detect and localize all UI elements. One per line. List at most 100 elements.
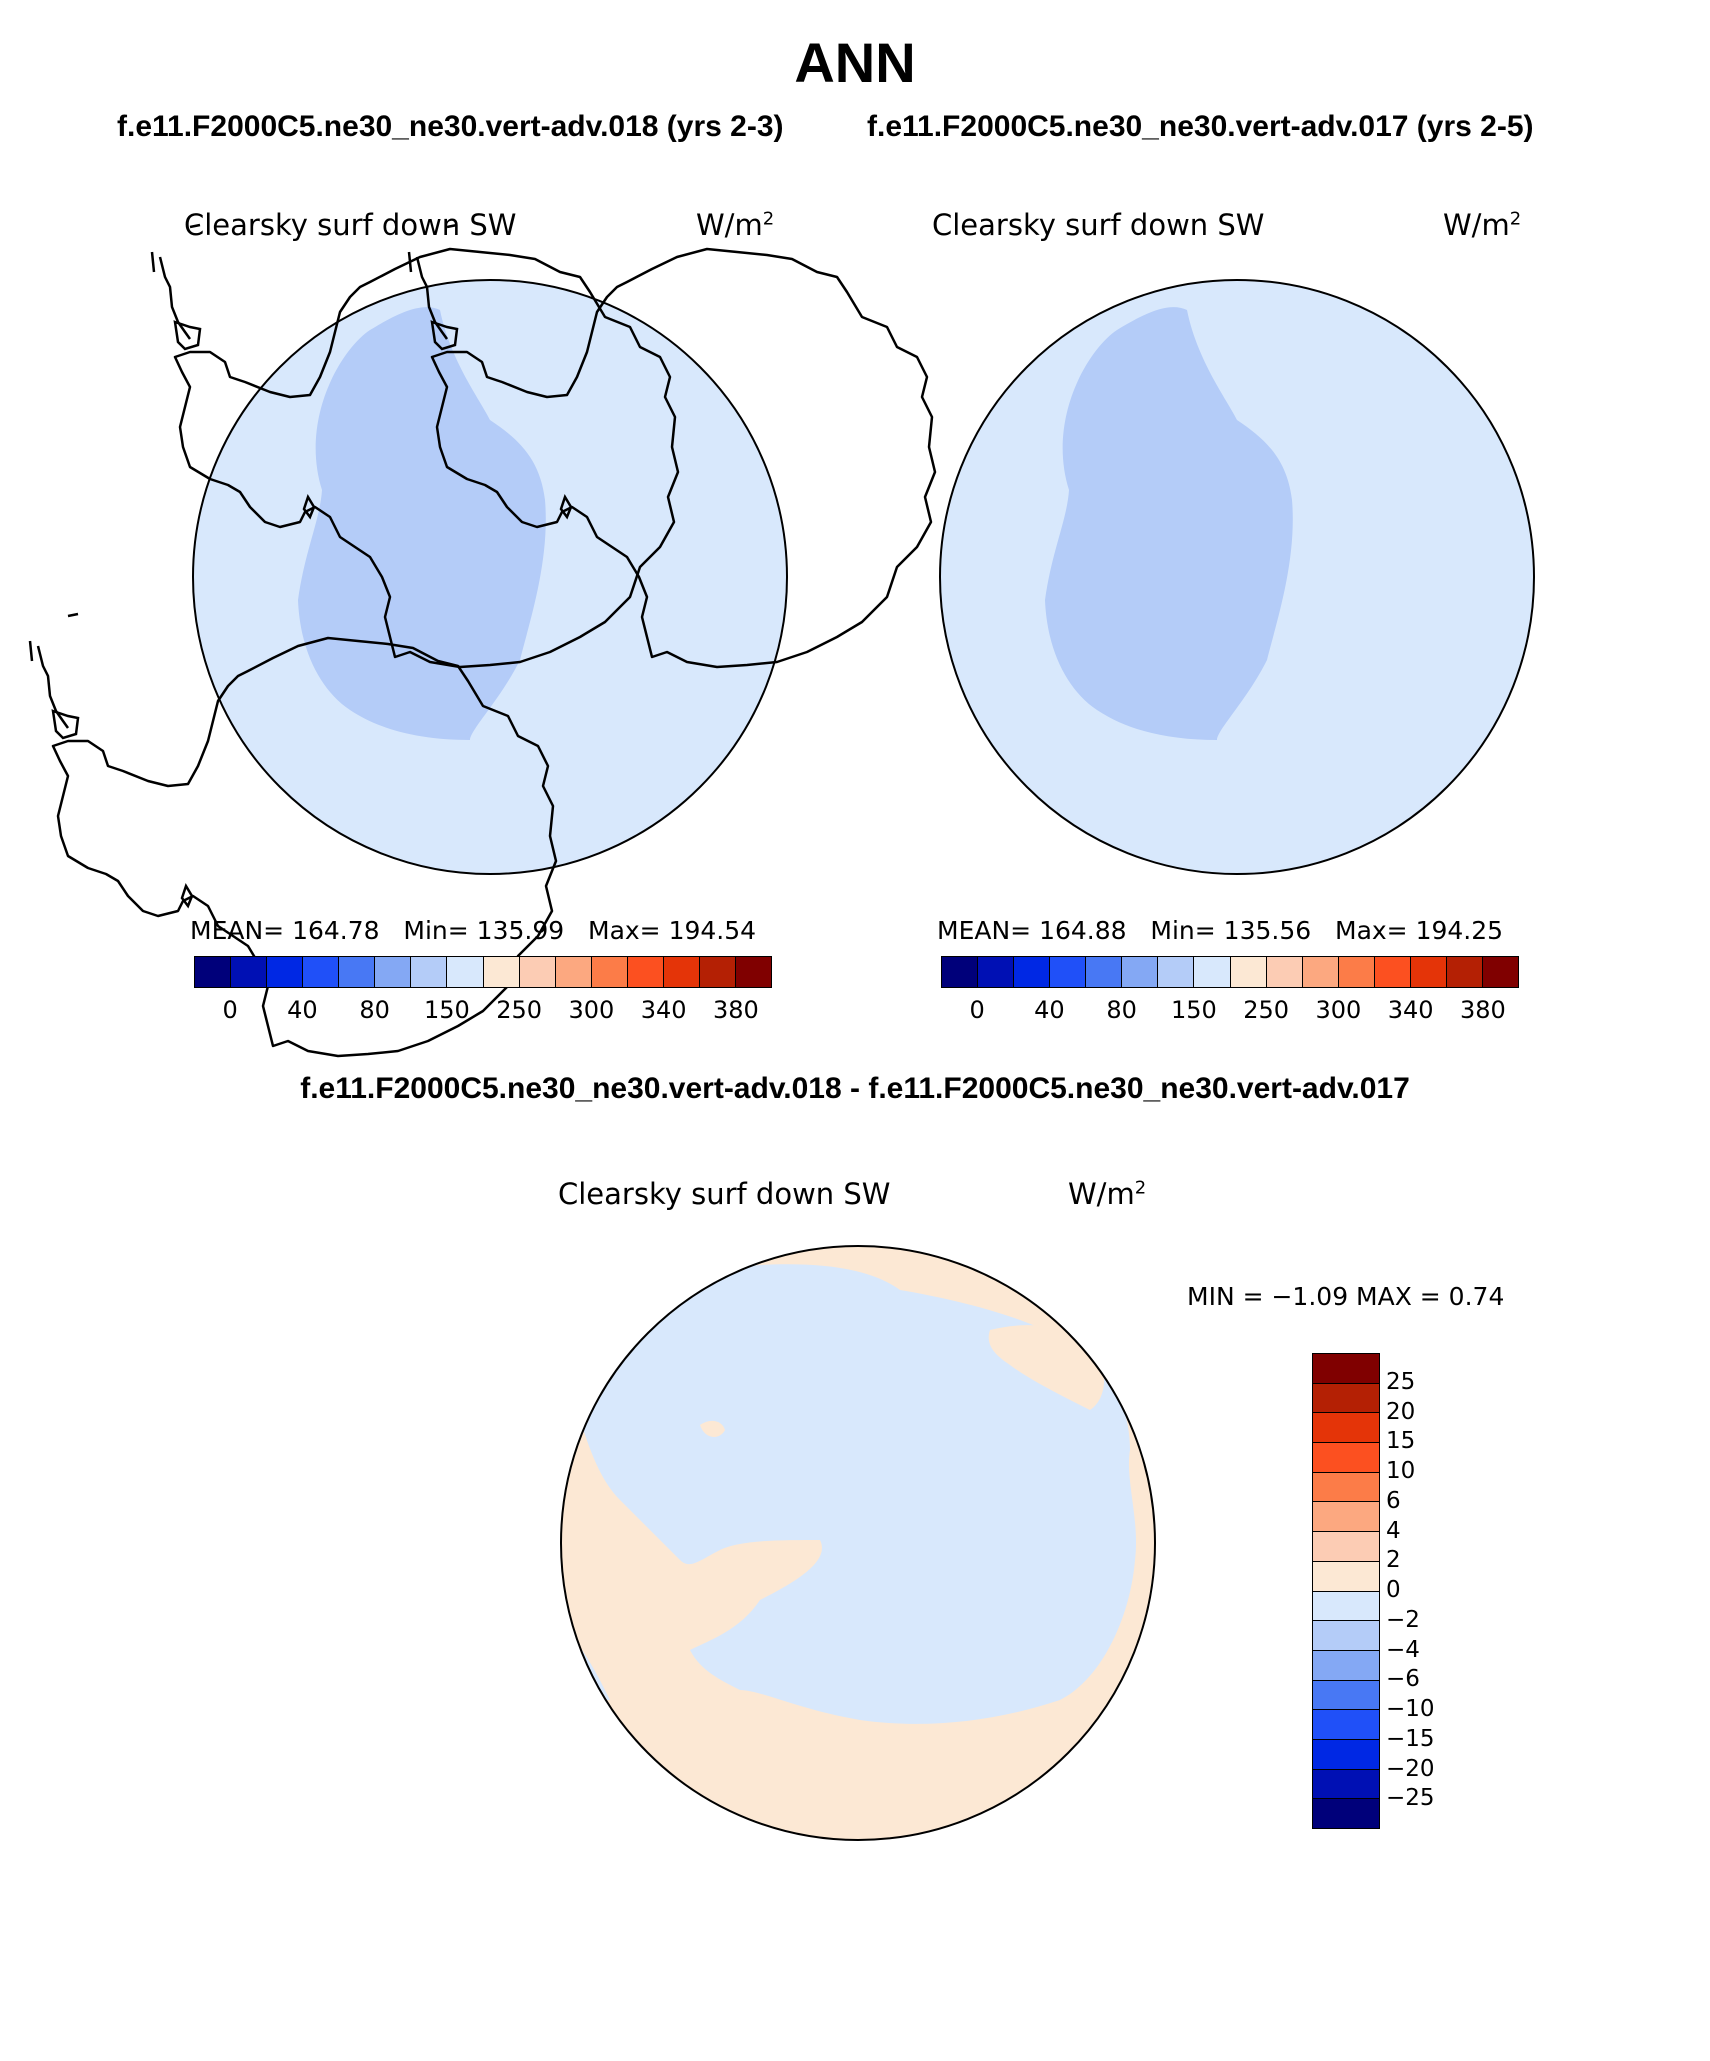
left-colorbar-swatch [411, 957, 448, 987]
right-colorbar-swatch [1482, 957, 1518, 987]
left-colorbar-tick-label: 300 [568, 996, 615, 1024]
left-colorbar-swatch [519, 957, 556, 987]
right-colorbar-tick-label: 150 [1170, 996, 1217, 1024]
right-colorbar-swatch [1194, 957, 1231, 987]
right-colorbar-swatch [978, 957, 1015, 987]
diff-colorbar-tick-label: −2 [1386, 1606, 1420, 1633]
diff-panel-variable: Clearsky surf down SW [558, 1177, 891, 1211]
diff-colorbar-tick-label: 4 [1386, 1517, 1401, 1544]
diff-colorbar-swatch [1313, 1621, 1379, 1651]
diff-colorbar-tick-label: −20 [1386, 1755, 1435, 1782]
right-colorbar-tick-label: 300 [1315, 996, 1362, 1024]
diff-colorbar-swatch [1313, 1650, 1379, 1681]
right-case-title: f.e11.F2000C5.ne30_ne30.vert-adv.017 (yr… [867, 110, 1534, 143]
diff-colorbar-tick-label: −25 [1386, 1785, 1435, 1812]
diff-colorbar-tick-label: 20 [1386, 1398, 1416, 1425]
diff-colorbar-tick-label: −4 [1386, 1636, 1420, 1663]
diff-colorbar-swatch [1313, 1710, 1379, 1740]
diff-panel-units: W/m2 [1068, 1177, 1147, 1211]
right-colorbar-swatch [1446, 957, 1483, 987]
right-colorbar-swatch [1230, 957, 1267, 987]
diff-colorbar-swatch [1313, 1799, 1379, 1828]
diff-colorbar-tick-label: 0 [1386, 1577, 1401, 1603]
left-colorbar-swatch [375, 957, 412, 987]
page-title: ANN [794, 31, 916, 94]
right-panel-variable: Clearsky surf down SW [932, 208, 1265, 242]
left-colorbar-swatch [627, 957, 664, 987]
left-colorbar [194, 956, 772, 988]
diff-colorbar-tick-label: 2 [1386, 1547, 1401, 1574]
right-colorbar-labels: 0 40 80 150 250 300 340 380 [941, 996, 1519, 1026]
diff-colorbar-tick-label: 6 [1386, 1487, 1401, 1514]
diff-colorbar-tick-label: 15 [1386, 1428, 1416, 1455]
left-colorbar-swatch [303, 957, 340, 987]
diff-colorbar-swatch [1313, 1443, 1379, 1473]
right-colorbar-swatch [1410, 957, 1447, 987]
diff-colorbar-swatch [1313, 1383, 1379, 1414]
left-colorbar-swatch [663, 957, 700, 987]
left-colorbar-swatch [447, 957, 484, 987]
diff-colorbar-swatch [1313, 1502, 1379, 1533]
diff-minmax: MIN = −1.09 MAX = 0.74 [1187, 1282, 1505, 1311]
right-colorbar-swatch [1050, 957, 1087, 987]
left-colorbar-swatch [555, 957, 592, 987]
diff-colorbar [1312, 1353, 1380, 1829]
diff-polar-map [561, 1246, 1155, 1840]
diff-colorbar-labels: 25 20 15 10 6 4 2 0 −2 −4 −6 −10 −15 −20 −25 [1386, 1353, 1466, 1829]
right-colorbar-swatch [1374, 957, 1411, 987]
diff-colorbar-swatch [1313, 1680, 1379, 1711]
right-colorbar-tick-label: 250 [1243, 996, 1290, 1024]
diff-colorbar-tick-label: −6 [1386, 1666, 1420, 1693]
left-colorbar-swatch [231, 957, 268, 987]
diff-case-title: f.e11.F2000C5.ne30_ne30.vert-adv.018 - f… [300, 1072, 1410, 1105]
right-colorbar-swatch [942, 957, 979, 987]
left-colorbar-tick-label: 0 [222, 996, 238, 1024]
right-colorbar-swatch [1122, 957, 1159, 987]
diff-colorbar-swatch [1313, 1472, 1379, 1503]
right-colorbar-tick-label: 0 [969, 996, 985, 1024]
right-polar-map [940, 280, 1534, 874]
right-colorbar-swatch [1302, 957, 1339, 987]
left-colorbar-swatch [195, 957, 232, 987]
left-colorbar-tick-label: 150 [423, 996, 470, 1024]
diff-colorbar-swatch [1313, 1561, 1379, 1592]
left-colorbar-swatch [699, 957, 736, 987]
right-colorbar [941, 956, 1519, 988]
diff-colorbar-tick-label: 25 [1386, 1368, 1416, 1395]
left-colorbar-swatch [339, 957, 376, 987]
left-stats: MEAN= 164.78 Min= 135.99 Max= 194.54 [190, 916, 757, 945]
right-colorbar-tick-label: 80 [1106, 996, 1137, 1024]
right-colorbar-tick-label: 40 [1034, 996, 1065, 1024]
right-colorbar-tick-label: 380 [1459, 996, 1506, 1024]
left-colorbar-labels: 0 40 80 150 250 300 340 380 [194, 996, 772, 1026]
left-colorbar-tick-label: 340 [640, 996, 687, 1024]
diff-colorbar-tick-label: −10 [1386, 1696, 1435, 1722]
right-colorbar-swatch [1266, 957, 1303, 987]
left-colorbar-tick-label: 380 [712, 996, 759, 1024]
right-panel-units: W/m2 [1443, 208, 1522, 242]
left-colorbar-swatch [483, 957, 520, 987]
diff-colorbar-swatch [1313, 1591, 1379, 1622]
left-colorbar-tick-label: 40 [287, 996, 318, 1024]
right-colorbar-swatch [1338, 957, 1375, 987]
right-stats: MEAN= 164.88 Min= 135.56 Max= 194.25 [937, 916, 1504, 945]
diff-colorbar-swatch [1313, 1532, 1379, 1562]
right-colorbar-swatch [1158, 957, 1195, 987]
left-case-title: f.e11.F2000C5.ne30_ne30.vert-adv.018 (yr… [117, 110, 784, 143]
diff-colorbar-swatch [1313, 1354, 1379, 1384]
left-panel-variable: Clearsky surf down SW [184, 208, 517, 242]
diff-colorbar-swatch [1313, 1769, 1379, 1800]
left-colorbar-swatch [735, 957, 771, 987]
right-colorbar-tick-label: 340 [1387, 996, 1434, 1024]
diff-colorbar-tick-label: −15 [1386, 1725, 1435, 1752]
diff-colorbar-swatch [1313, 1413, 1379, 1444]
left-colorbar-tick-label: 250 [496, 996, 543, 1024]
diff-colorbar-tick-label: 10 [1386, 1458, 1416, 1484]
left-colorbar-swatch [591, 957, 628, 987]
right-colorbar-swatch [1014, 957, 1051, 987]
left-colorbar-swatch [267, 957, 304, 987]
left-colorbar-tick-label: 80 [359, 996, 390, 1024]
diff-colorbar-swatch [1313, 1739, 1379, 1770]
left-panel-units: W/m2 [696, 208, 775, 242]
